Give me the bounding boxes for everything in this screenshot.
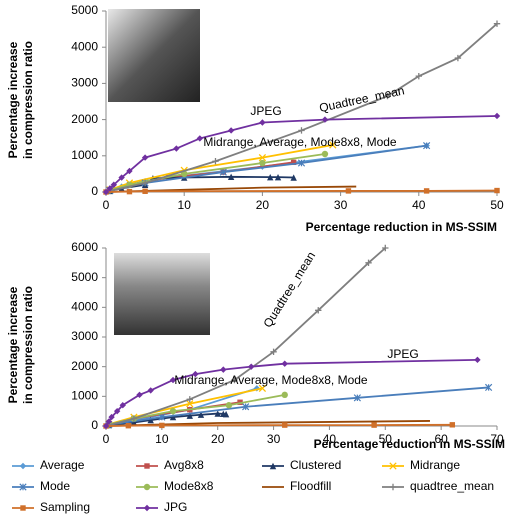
annotation: Midrange, Average, Mode8x8, Mode (203, 135, 397, 149)
y-axis-label: Percentage increase (6, 286, 20, 403)
marker (390, 484, 396, 490)
x-tick-label: 50 (490, 198, 504, 212)
legend-label: Clustered (290, 458, 341, 472)
marker (259, 119, 265, 125)
marker (282, 361, 288, 367)
y-tick-label: 4000 (71, 300, 98, 314)
y-tick-label: 2000 (71, 359, 98, 373)
y-tick-label: 5000 (71, 3, 98, 17)
y-tick-label: 3000 (71, 329, 98, 343)
y-tick-label: 1000 (71, 148, 98, 162)
marker (20, 505, 25, 510)
marker (226, 402, 232, 408)
marker (282, 422, 287, 427)
y-tick-label: 2000 (71, 112, 98, 126)
x-tick-label: 10 (178, 198, 192, 212)
annotation: Midrange, Average, Mode8x8, Mode (174, 373, 368, 387)
y-axis-label: in compression ratio (21, 286, 35, 404)
annotation: JPEG (387, 347, 418, 361)
legend-label: Mode8x8 (164, 479, 214, 493)
marker (298, 127, 304, 133)
y-tick-label: 3000 (71, 76, 98, 90)
legend-label: Sampling (40, 500, 90, 514)
legend-label: Average (40, 458, 85, 472)
marker (228, 127, 234, 133)
marker (371, 422, 376, 427)
marker (170, 408, 176, 414)
marker (259, 160, 265, 166)
x-tick-label: 30 (334, 198, 348, 212)
x-tick-label: 10 (155, 432, 169, 446)
marker (197, 135, 203, 141)
marker (212, 158, 218, 164)
marker (450, 422, 455, 427)
x-tick-label: 20 (211, 432, 225, 446)
legend-label: Floodfill (290, 479, 331, 493)
marker (142, 189, 147, 194)
photo-thumbnail (114, 253, 210, 335)
marker (159, 423, 164, 428)
y-tick-label: 6000 (71, 240, 98, 254)
x-axis-label: Percentage reduction in MS-SSIM (306, 220, 497, 234)
legend-label: Mode (40, 479, 70, 493)
y-tick-label: 5000 (71, 270, 98, 284)
marker (173, 145, 179, 151)
legend-label: JPG (164, 500, 187, 514)
x-tick-label: 0 (103, 198, 110, 212)
y-axis-label: in compression ratio (21, 41, 35, 159)
annotation: Quadtree_mean (318, 83, 406, 115)
figure: 01000200030004000500001020304050Percenta… (0, 0, 511, 523)
series-line (110, 146, 427, 191)
x-tick-label: 40 (412, 198, 426, 212)
legend-label: quadtree_mean (410, 479, 494, 493)
legend-label: Midrange (410, 458, 460, 472)
marker (474, 357, 480, 363)
y-tick-label: 0 (91, 418, 98, 432)
marker (282, 392, 288, 398)
x-axis-label: Percentage reduction in MS-SSIM (314, 437, 505, 451)
marker (126, 423, 131, 428)
x-tick-label: 0 (103, 432, 110, 446)
marker (494, 113, 500, 119)
annotation: JPEG (250, 104, 281, 118)
marker (127, 189, 132, 194)
marker (144, 463, 149, 468)
marker (220, 366, 226, 372)
marker (20, 463, 26, 469)
y-tick-label: 0 (91, 184, 98, 198)
legend-label: Avg8x8 (164, 458, 204, 472)
photo-thumbnail (108, 9, 200, 102)
y-tick-label: 4000 (71, 39, 98, 53)
marker (494, 188, 499, 193)
marker (147, 387, 153, 393)
marker (322, 151, 328, 157)
series-line (109, 387, 489, 424)
marker (144, 505, 150, 511)
x-tick-label: 30 (267, 432, 281, 446)
marker (424, 188, 429, 193)
x-tick-label: 20 (256, 198, 270, 212)
series-line (106, 425, 452, 426)
y-axis-label: Percentage increase (6, 41, 20, 158)
y-tick-label: 1000 (71, 389, 98, 403)
marker (346, 188, 351, 193)
marker (144, 484, 150, 490)
